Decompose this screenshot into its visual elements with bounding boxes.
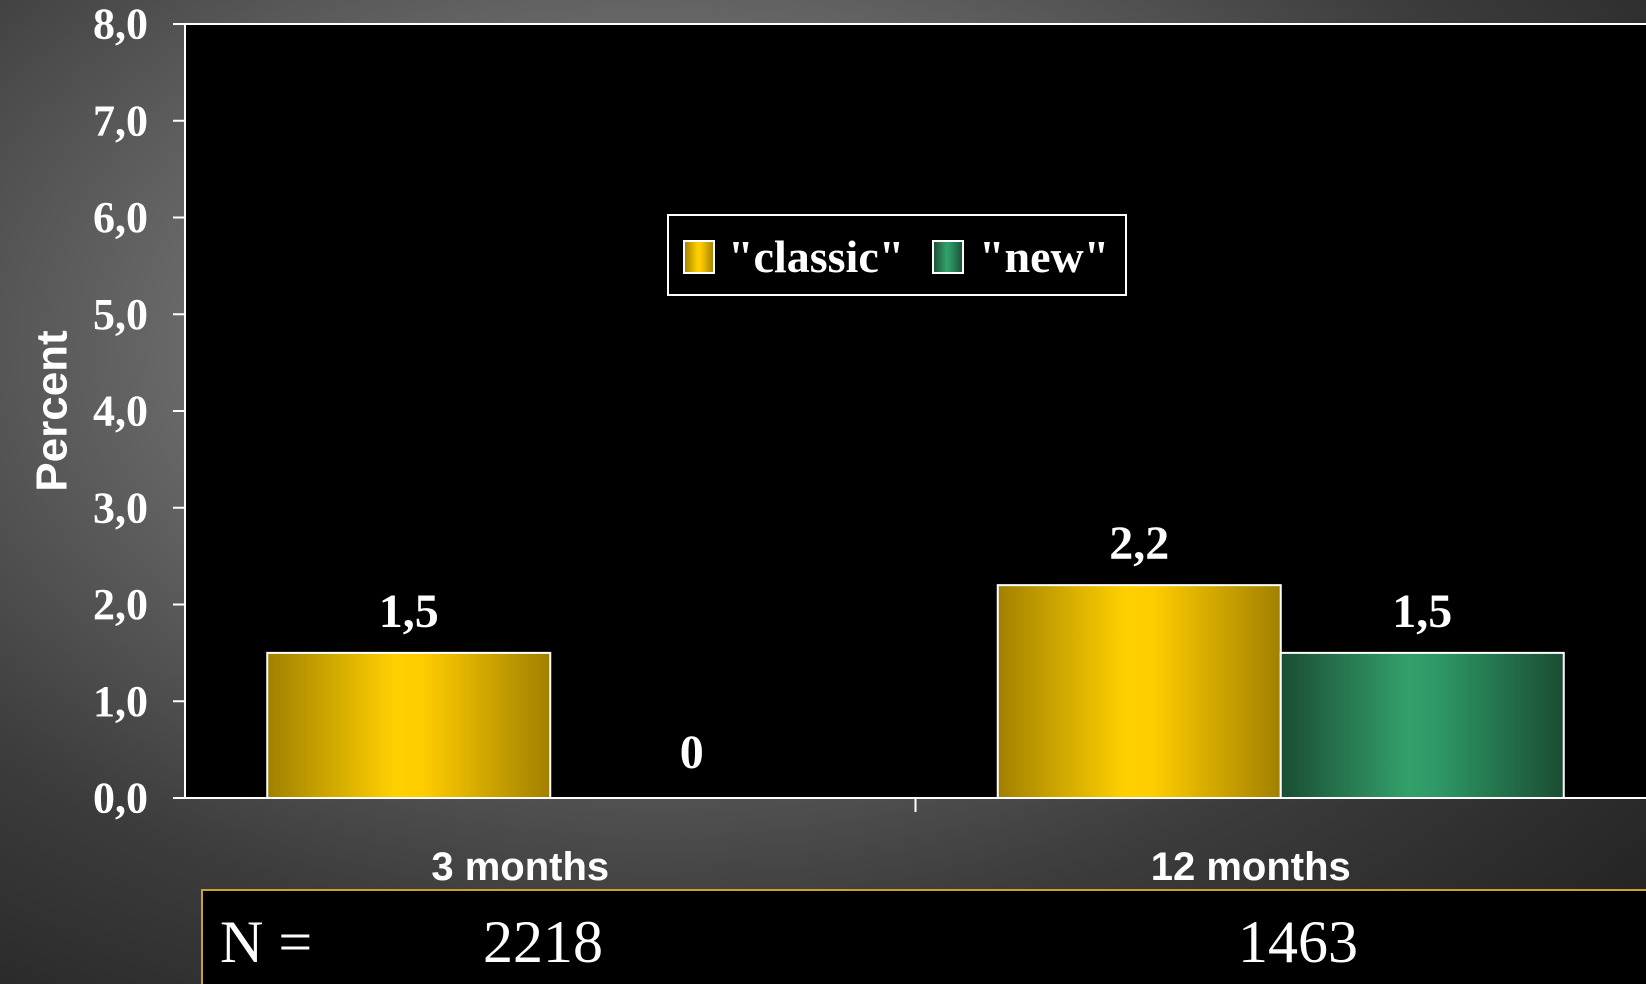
category-label-group: 3 months 12 months (431, 845, 1350, 889)
bar-value-label: 1,5 (379, 585, 439, 638)
bar-group (266, 584, 1565, 812)
n-label: N = (220, 909, 312, 975)
y-tick-label: 5,0 (93, 290, 148, 339)
y-tick-group: 0,0 1,0 2,0 3,0 4,0 5,0 6,0 7,0 8,0 (93, 0, 185, 823)
y-axis-label: Percent (28, 330, 77, 492)
legend-new-label: "new" (979, 231, 1109, 282)
y-tick-label: 0,0 (93, 774, 148, 823)
y-tick-label: 8,0 (93, 0, 148, 49)
legend: "classic" "new" (667, 214, 1127, 296)
y-tick-label: 2,0 (93, 580, 148, 629)
legend-classic-swatch (683, 240, 715, 274)
bar-value-label: 0 (680, 726, 704, 779)
x-category-label: 12 months (1151, 845, 1351, 889)
bar-classic (266, 651, 552, 799)
y-tick-label: 1,0 (93, 677, 148, 726)
n-value-12-months: 1463 (1238, 909, 1358, 975)
y-tick-label: 7,0 (93, 96, 148, 145)
legend-new-swatch (932, 240, 964, 274)
n-value-3-months: 2218 (483, 909, 603, 975)
bar-classic (996, 584, 1282, 800)
value-label-group: 1,5 0 2,2 1,5 (379, 517, 1453, 779)
legend-classic-label: "classic" (728, 231, 904, 282)
y-tick-label: 4,0 (93, 387, 148, 436)
legend-box (667, 214, 1127, 296)
y-tick-label: 6,0 (93, 193, 148, 242)
x-category-label: 3 months (431, 845, 609, 889)
bar-new (1279, 651, 1565, 799)
n-table-box (201, 889, 1646, 984)
y-tick-label: 3,0 (93, 483, 148, 532)
n-table: N = 2218 1463 (201, 889, 1646, 984)
bar-value-label: 2,2 (1109, 517, 1169, 570)
bar-value-label: 1,5 (1392, 585, 1452, 638)
